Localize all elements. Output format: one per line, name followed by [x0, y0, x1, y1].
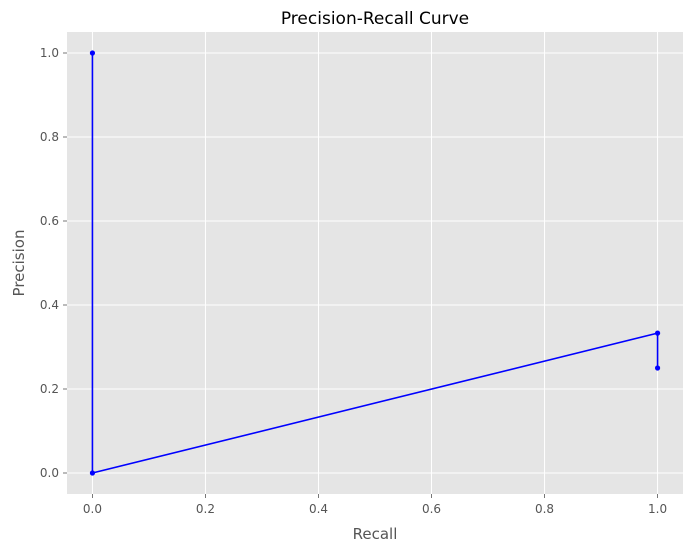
- series-line: [91, 53, 659, 475]
- data-point: [89, 470, 96, 476]
- x-tick-label: 0.0: [83, 502, 102, 516]
- y-tick-label: 0.0: [40, 466, 59, 480]
- y-tick-label: 0.4: [40, 298, 59, 312]
- data-point: [654, 330, 661, 336]
- data-point: [654, 365, 661, 371]
- x-tick-labels: 0.0 0.2 0.4 0.6 0.8 1.0: [83, 494, 667, 516]
- grid-layer: [67, 32, 683, 494]
- y-tick-label: 1.0: [40, 46, 59, 60]
- series-layer: [89, 50, 661, 476]
- x-tick-label: 0.8: [535, 502, 554, 516]
- y-tick-label: 0.6: [40, 214, 59, 228]
- data-point: [89, 50, 96, 56]
- x-tick-label: 0.2: [196, 502, 215, 516]
- x-tick-label: 0.6: [422, 502, 441, 516]
- y-tick-label: 0.2: [40, 382, 59, 396]
- x-axis-label: Recall: [353, 525, 398, 543]
- y-tick-label: 0.8: [40, 130, 59, 144]
- y-axis-label: Precision: [10, 230, 28, 297]
- x-tick-label: 0.4: [309, 502, 328, 516]
- y-tick-labels: 0.0 0.2 0.4 0.6 0.8 1.0: [40, 46, 67, 480]
- x-tick-label: 1.0: [648, 502, 667, 516]
- chart-title: Precision-Recall Curve: [281, 9, 469, 29]
- plot-background: [67, 32, 683, 494]
